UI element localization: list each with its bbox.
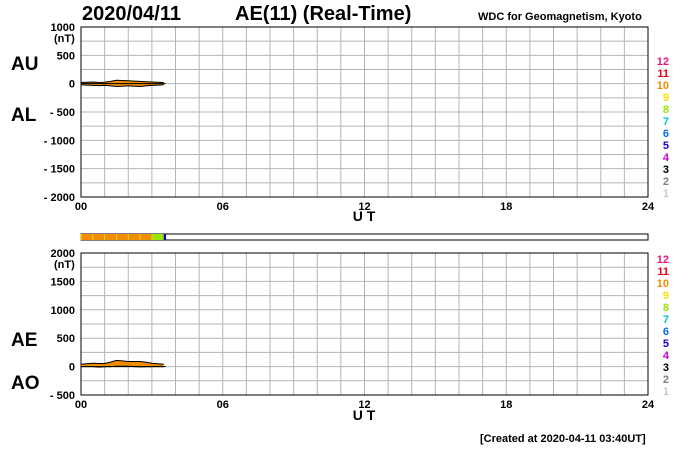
x-tick-label: 12 (358, 399, 370, 411)
station-count-legend-label: 6 (663, 326, 669, 338)
station-count-legend-label: 1 (663, 386, 669, 398)
x-tick-label: 06 (217, 201, 229, 213)
x-tick-label: 00 (75, 399, 87, 411)
y-axis-unit: (nT) (54, 33, 75, 45)
x-axis-label: U T (353, 407, 376, 423)
y-tick-label: - 1000 (44, 135, 75, 147)
x-tick-label: 00 (75, 201, 87, 213)
station-count-legend-label: 1 (663, 188, 669, 200)
y-tick-label: 0 (69, 362, 75, 374)
station-count-legend-label: 11 (657, 266, 669, 278)
data-source: WDC for Geomagnetism, Kyoto (478, 11, 642, 23)
station-count-legend-label: 3 (663, 362, 669, 374)
station-count-legend-label: 12 (657, 254, 669, 266)
y-tick-label: 1000 (51, 305, 75, 317)
y-tick-label: - 500 (50, 107, 75, 119)
station-count-legend-label: 5 (663, 338, 669, 350)
station-count-legend-label: 7 (663, 116, 669, 128)
plot-frame (80, 26, 649, 198)
station-count-legend-label: 4 (663, 152, 670, 164)
y-tick-label: - 1500 (44, 164, 75, 176)
station-count-legend-label: 11 (657, 68, 669, 80)
x-tick-label: 12 (358, 201, 370, 213)
station-count-legend-label: 7 (663, 314, 669, 326)
station-count-legend-label: 5 (663, 140, 669, 152)
plot-frame (80, 252, 649, 396)
x-tick-label: 24 (642, 201, 655, 213)
y-tick-label: 1000 (51, 22, 75, 34)
station-count-legend-label: 8 (663, 104, 669, 116)
station-count-legend-label: 9 (663, 290, 669, 302)
station-count-legend-label: 10 (657, 80, 669, 92)
y-tick-label: - 500 (50, 390, 75, 402)
y-tick-label: - 2000 (44, 192, 75, 204)
y-axis-unit: (nT) (54, 259, 75, 271)
station-count-legend-label: 2 (663, 374, 669, 386)
y-tick-label: 1500 (51, 276, 75, 288)
x-tick-label: 06 (217, 399, 229, 411)
x-tick-label: 24 (642, 399, 655, 411)
series-line-au (80, 79, 164, 84)
station-count-segment (163, 234, 167, 240)
side-label-upper: AU (11, 54, 38, 75)
created-timestamp: [Created at 2020-04-11 03:40UT] (480, 433, 646, 445)
plot-title: AE(11) (Real-Time) (235, 3, 412, 25)
side-label-lower: AO (11, 373, 40, 394)
y-tick-label: 500 (57, 50, 75, 62)
station-count-legend-label: 4 (663, 350, 670, 362)
side-label-upper: AE (11, 330, 37, 351)
station-count-legend-label: 6 (663, 128, 669, 140)
y-tick-label: 0 (69, 79, 75, 91)
station-count-legend-label: 8 (663, 302, 669, 314)
x-tick-label: 18 (500, 399, 512, 411)
station-count-legend-label: 12 (657, 56, 669, 68)
side-label-lower: AL (11, 105, 37, 126)
station-count-legend-label: 3 (663, 164, 669, 176)
station-count-legend-label: 9 (663, 92, 669, 104)
station-count-legend-label: 10 (657, 278, 669, 290)
series-line-al (80, 84, 164, 88)
station-count-legend-label: 2 (663, 176, 669, 188)
x-axis-label: U T (353, 208, 376, 224)
series-line-ae (80, 359, 164, 365)
station-count-segment (151, 234, 164, 240)
x-tick-label: 18 (500, 201, 512, 213)
plot-date: 2020/04/11 (82, 3, 181, 25)
y-tick-label: 2000 (51, 248, 75, 260)
y-tick-label: 500 (57, 333, 75, 345)
